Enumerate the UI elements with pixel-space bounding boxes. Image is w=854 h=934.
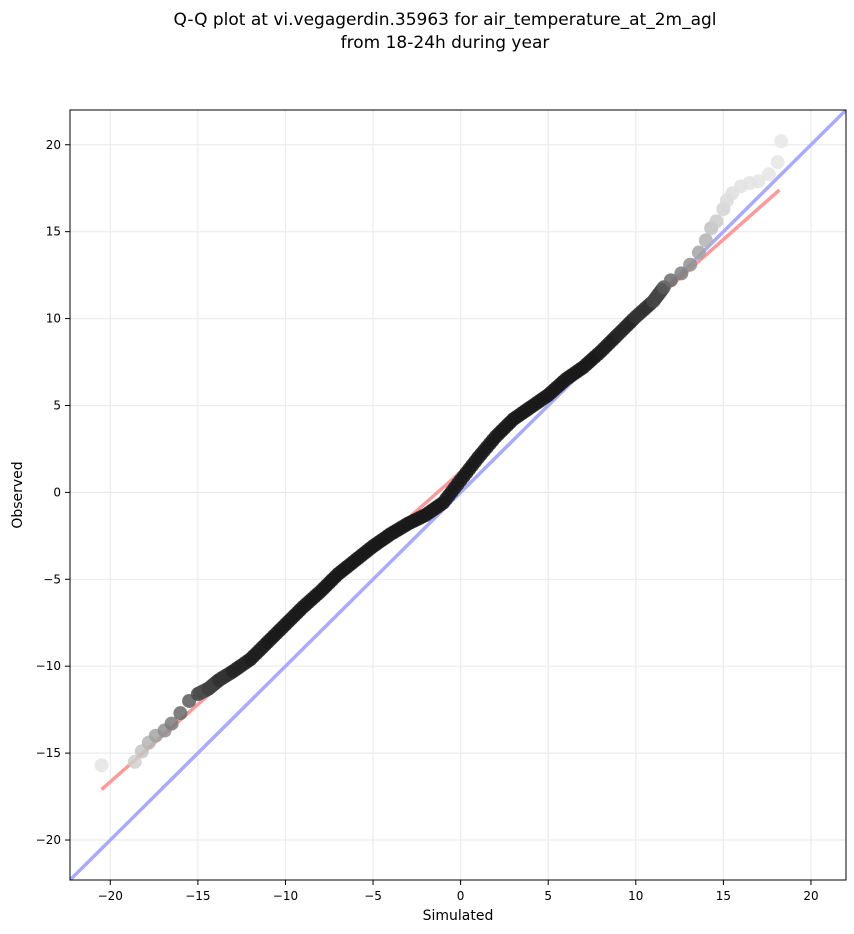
x-axis-ticks: −20 −15 −10 −5 0 5 10 15 20 — [98, 880, 819, 903]
x-tick-label-5: 5 — [544, 889, 552, 903]
y-tick-label-6: 10 — [46, 312, 61, 326]
qq-point-53 — [774, 134, 789, 149]
y-tick-label-5: 5 — [53, 398, 61, 412]
qq-point-7 — [173, 706, 188, 721]
x-tick-label-2: −10 — [273, 889, 298, 903]
qq-point-42 — [698, 233, 713, 248]
qq-point-44 — [709, 214, 724, 229]
qq-point-40 — [683, 257, 698, 272]
x-tick-label-6: 10 — [628, 889, 643, 903]
chart-title-line-1: Q-Q plot at vi.vegagerdin.35963 for air_… — [173, 10, 716, 30]
y-tick-label-0: −20 — [36, 833, 61, 847]
x-tick-label-8: 20 — [803, 889, 818, 903]
reference-lines — [70, 110, 846, 880]
y-tick-label-1: −15 — [36, 746, 61, 760]
y-axis-ticks: −20 −15 −10 −5 0 5 10 15 20 — [36, 138, 70, 847]
qq-point-0 — [94, 758, 109, 773]
x-tick-label-4: 0 — [457, 889, 465, 903]
plot-area — [70, 110, 846, 880]
y-tick-label-7: 15 — [46, 225, 61, 239]
qq-point-50 — [751, 174, 766, 189]
x-axis-label: Simulated — [423, 908, 494, 924]
x-tick-label-0: −20 — [98, 889, 123, 903]
qq-point-51 — [761, 167, 776, 182]
y-tick-label-4: 0 — [53, 485, 61, 499]
qq-point-41 — [691, 245, 706, 260]
x-tick-label-7: 15 — [716, 889, 731, 903]
scatter-points — [94, 134, 789, 773]
y-axis-label: Observed — [10, 461, 26, 528]
qq-point-1 — [127, 754, 142, 769]
x-tick-label-3: −5 — [364, 889, 382, 903]
x-tick-label-1: −15 — [185, 889, 210, 903]
y-tick-label-3: −5 — [43, 572, 61, 586]
plot-frame — [69, 109, 847, 881]
chart-title-line-2: from 18-24h during year — [341, 33, 550, 53]
y-tick-label-2: −10 — [36, 659, 61, 673]
qq-point-38 — [663, 273, 678, 288]
qq-point-39 — [674, 266, 689, 281]
identity-line — [70, 110, 846, 880]
qq-point-6 — [164, 716, 179, 731]
qq-point-52 — [770, 155, 785, 170]
y-tick-label-8: 20 — [46, 138, 61, 152]
